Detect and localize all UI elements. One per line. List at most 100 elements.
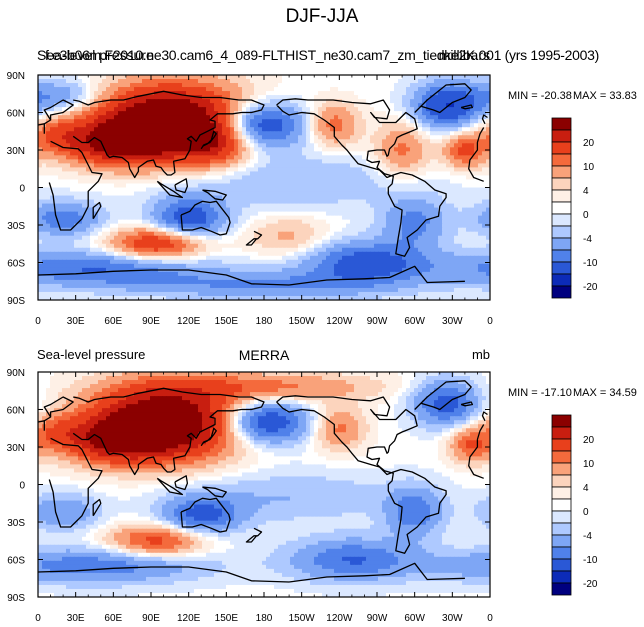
panel2-xtick-label: 90W: [367, 613, 388, 624]
figure-title: DJF-JJA: [285, 6, 359, 27]
panel1-xtick-label: 30E: [67, 316, 85, 327]
colorbar-swatch: [551, 177, 572, 191]
panel2-xtick-label: 120E: [177, 613, 201, 624]
panel1-xtick-label: 150E: [215, 316, 239, 327]
panel1-xtick-label: 60W: [404, 316, 425, 327]
panel1-xtick-label: 60E: [104, 316, 122, 327]
colorbar-swatch: [551, 474, 572, 488]
panel1-xtick-label: 0: [487, 316, 493, 327]
colorbar-swatch: [551, 165, 572, 179]
colorbar-label: 0: [583, 210, 589, 221]
panel1-xtick-label: 120E: [177, 316, 201, 327]
colorbar-swatch: [551, 486, 572, 500]
colorbar-label: 4: [583, 483, 589, 494]
colorbar-swatch: [551, 558, 572, 572]
colorbar-label: -20: [583, 579, 598, 590]
colorbar-swatch: [551, 582, 572, 596]
colorbar-label: 10: [583, 459, 595, 470]
panel1-xtick-label: 180: [256, 316, 273, 327]
colorbar-label: -10: [583, 555, 598, 566]
panel2-xtick-label: 60E: [104, 613, 122, 624]
panel2-coastlines: [38, 380, 488, 583]
panel1-title-right: millibars: [438, 47, 490, 63]
panel2-ytick-label: 90S: [7, 593, 25, 604]
colorbar-swatch: [551, 570, 572, 584]
colorbar-swatch: [551, 189, 572, 203]
colorbar-swatch: [551, 129, 572, 143]
panel2-xtick-label: 150W: [289, 613, 316, 624]
colorbar-swatch: [551, 438, 572, 452]
colorbar-label: -10: [583, 258, 598, 269]
colorbar-label: -4: [583, 234, 592, 245]
panel2-xtick-label: 0: [487, 613, 493, 624]
colorbar-label: -20: [583, 282, 598, 293]
panel1-coastlines: [38, 83, 488, 286]
colorbar-swatch: [551, 462, 572, 476]
panel2-xtick-label: 60W: [404, 613, 425, 624]
panel1-max-label: MAX = 33.83: [573, 90, 637, 102]
panel2-ytick-label: 60S: [7, 556, 25, 567]
colorbar-swatch: [551, 237, 572, 251]
panel2-title-right: mb: [471, 347, 490, 362]
panel2-max-label: MAX = 34.59: [573, 387, 637, 399]
colorbar-swatch: [551, 522, 572, 536]
panel2-ytick-label: 60N: [7, 406, 25, 417]
colorbar-swatch: [551, 213, 572, 227]
panel1-min-label: MIN = -20.38: [508, 90, 572, 102]
panel1-xtick-label: 90E: [142, 316, 160, 327]
colorbar-swatch: [551, 426, 572, 440]
colorbar-label: 20: [583, 138, 595, 149]
colorbar-label: 0: [583, 507, 589, 518]
colorbar-swatch: [551, 450, 572, 464]
colorbar-label: 4: [583, 186, 589, 197]
colorbar-swatch: [551, 273, 572, 287]
colorbar-swatch: [551, 414, 572, 428]
panel2-title-left: Sea-level pressure: [37, 347, 146, 362]
panel2-xtick-label: 30W: [442, 613, 463, 624]
panel1-ytick-label: 30N: [7, 146, 25, 157]
panel2-colorbar: 20 10 4 0 -4 -10 -20: [551, 414, 598, 596]
panel2-title-center: MERRA: [238, 347, 290, 363]
colorbar-swatch: [551, 153, 572, 167]
panel2-ytick-label: 90N: [7, 368, 25, 379]
panel2-field: [38, 372, 490, 597]
panel2-xtick-label: 120W: [326, 613, 353, 624]
panel1-map: 0 30E 60E 90E 120E 150E 180 150W 120W 90W 60W 30W 09…: [7, 71, 494, 327]
colorbar-swatch: [551, 249, 572, 263]
panel1-ytick-label: 30S: [7, 221, 25, 232]
panel1-ytick-label: 60N: [7, 109, 25, 120]
colorbar-swatch: [551, 141, 572, 155]
panel1-xtick-label: 90W: [367, 316, 388, 327]
colorbar-swatch: [551, 117, 572, 131]
colorbar-swatch: [551, 261, 572, 275]
panel2-xtick-label: 0: [35, 613, 41, 624]
panel1-ytick-label: 90N: [7, 71, 25, 82]
panel1-title-left: Sea-level pressure: [37, 47, 154, 63]
colorbar-label: -4: [583, 531, 592, 542]
panel1-xtick-label: 0: [35, 316, 41, 327]
panel1-ytick-label: 0: [19, 184, 25, 195]
panel2-xtick-label: 180: [256, 613, 273, 624]
colorbar-swatch: [551, 498, 572, 512]
colorbar-label: 10: [583, 162, 595, 173]
panel1-xtick-label: 150W: [289, 316, 316, 327]
panel1-ytick-label: 90S: [7, 296, 25, 307]
panel2-xtick-label: 30E: [67, 613, 85, 624]
panel2-xtick-label: 90E: [142, 613, 160, 624]
panel1-ytick-label: 60S: [7, 259, 25, 270]
colorbar-swatch: [551, 285, 572, 299]
panel1-title-center: f.e3b06m.F2010.ne30.cam6_4_089-FLTHIST_n…: [45, 47, 599, 63]
colorbar-swatch: [551, 546, 572, 560]
panel2-min-label: MIN = -17.10: [508, 387, 572, 399]
panel1-xtick-label: 30W: [442, 316, 463, 327]
panel1-xtick-label: 120W: [326, 316, 353, 327]
panel2-map: 0 30E 60E 90E 120E 150E 180 150W 120W 90W 60W 30W 09…: [7, 368, 494, 624]
colorbar-swatch: [551, 225, 572, 239]
panel2-ytick-label: 30N: [7, 443, 25, 454]
colorbar-label: 20: [583, 435, 595, 446]
panel2-ytick-label: 0: [19, 481, 25, 492]
colorbar-swatch: [551, 534, 572, 548]
colorbar-swatch: [551, 510, 572, 524]
panel1-field: [38, 75, 490, 300]
